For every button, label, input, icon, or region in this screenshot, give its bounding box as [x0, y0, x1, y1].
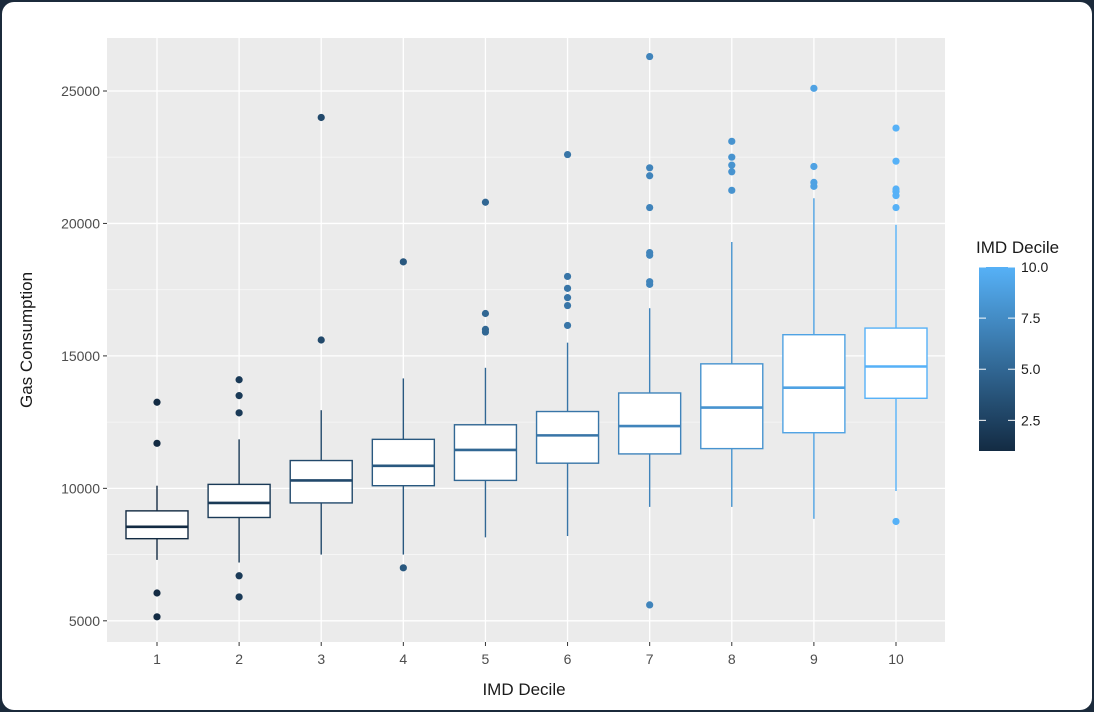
legend-break-label: 5.0 [1021, 361, 1041, 377]
outlier-point [892, 157, 900, 165]
box-iqr [207, 483, 271, 519]
outlier-point [892, 124, 900, 132]
outlier-point [563, 272, 572, 281]
box-group-6 [535, 150, 600, 537]
outlier-point [892, 517, 900, 526]
x-tick-label: 4 [399, 651, 407, 667]
box-group-7 [617, 52, 682, 609]
legend-title: IMD Decile [976, 238, 1059, 257]
x-tick-label: 3 [317, 651, 325, 667]
x-tick-label: 9 [810, 651, 818, 667]
legend-break-label: 7.5 [1021, 310, 1041, 326]
box-iqr [782, 334, 846, 434]
box-group-1 [125, 398, 189, 621]
outlier-point [563, 294, 572, 302]
outlier-point [728, 186, 736, 194]
outlier-point [235, 409, 243, 417]
box-group-2 [207, 376, 271, 601]
box-group-8 [700, 137, 764, 507]
box-group-10 [864, 124, 928, 526]
legend-break-label: 2.5 [1021, 412, 1041, 428]
outlier-point [892, 192, 900, 200]
outlier-point [563, 301, 572, 310]
outlier-point [646, 172, 654, 180]
outlier-point [646, 280, 654, 288]
outlier-point [728, 137, 736, 145]
box-iqr [453, 424, 518, 482]
box-group-3 [289, 113, 353, 555]
outlier-point [728, 153, 736, 161]
box-iqr [700, 363, 764, 450]
y-tick-label: 25000 [61, 83, 100, 99]
outlier-point [646, 601, 654, 609]
outlier-point [563, 321, 572, 330]
legend-colorbar [979, 267, 1015, 451]
box-series [125, 52, 928, 621]
x-axis: 1 2 3 4 5 6 7 8 9 10 [153, 642, 904, 667]
box-iqr [617, 392, 682, 455]
box-group-5 [453, 198, 518, 538]
outlier-point [810, 162, 818, 171]
color-legend: IMD Decile 10.0 7.5 5.0 2.5 [976, 238, 1059, 451]
y-tick-label: 15000 [61, 348, 100, 364]
outlier-point [646, 203, 654, 212]
x-tick-label: 8 [728, 651, 736, 667]
x-tick-label: 10 [888, 651, 904, 667]
legend-break-label: 10.0 [1021, 259, 1048, 275]
box-iqr [535, 410, 600, 464]
outlier-point [728, 161, 736, 169]
box-group-9 [782, 84, 846, 519]
outlier-point [810, 182, 818, 190]
x-tick-label: 2 [235, 651, 243, 667]
x-tick-label: 6 [564, 651, 572, 667]
x-tick-label: 7 [646, 651, 654, 667]
outlier-point [399, 564, 407, 572]
outlier-point [317, 336, 325, 344]
outlier-point [235, 572, 243, 580]
outlier-point [153, 398, 161, 406]
box-group-4 [371, 258, 436, 572]
x-tick-label: 1 [153, 651, 161, 667]
outlier-point [646, 164, 654, 172]
y-tick-label: 10000 [61, 480, 100, 496]
y-axis: 5000 10000 15000 20000 25000 [61, 83, 107, 629]
y-tick-label: 20000 [61, 215, 100, 231]
outlier-point [153, 439, 161, 447]
x-tick-label: 5 [482, 651, 490, 667]
box-iqr [289, 459, 353, 504]
outlier-point [481, 198, 490, 206]
box-iqr [125, 510, 189, 540]
outlier-point [810, 84, 818, 92]
outlier-point [481, 309, 490, 318]
box-iqr [371, 438, 436, 487]
outlier-point [646, 251, 654, 259]
outlier-point [892, 203, 900, 212]
box-iqr [864, 327, 928, 399]
outlier-point [235, 593, 243, 601]
outlier-point [563, 284, 572, 292]
outlier-point [399, 258, 407, 266]
outlier-point [235, 376, 243, 384]
y-axis-title: Gas Consumption [17, 272, 36, 408]
y-tick-label: 5000 [69, 613, 100, 629]
outlier-point [153, 613, 161, 621]
outlier-point [481, 328, 490, 336]
outlier-point [728, 168, 736, 176]
outlier-point [153, 589, 161, 597]
outlier-point [563, 150, 572, 159]
x-axis-title: IMD Decile [482, 680, 565, 699]
outlier-point [646, 52, 654, 61]
outlier-point [235, 392, 243, 400]
minor-gridlines [107, 156, 945, 555]
outlier-point [317, 113, 325, 122]
